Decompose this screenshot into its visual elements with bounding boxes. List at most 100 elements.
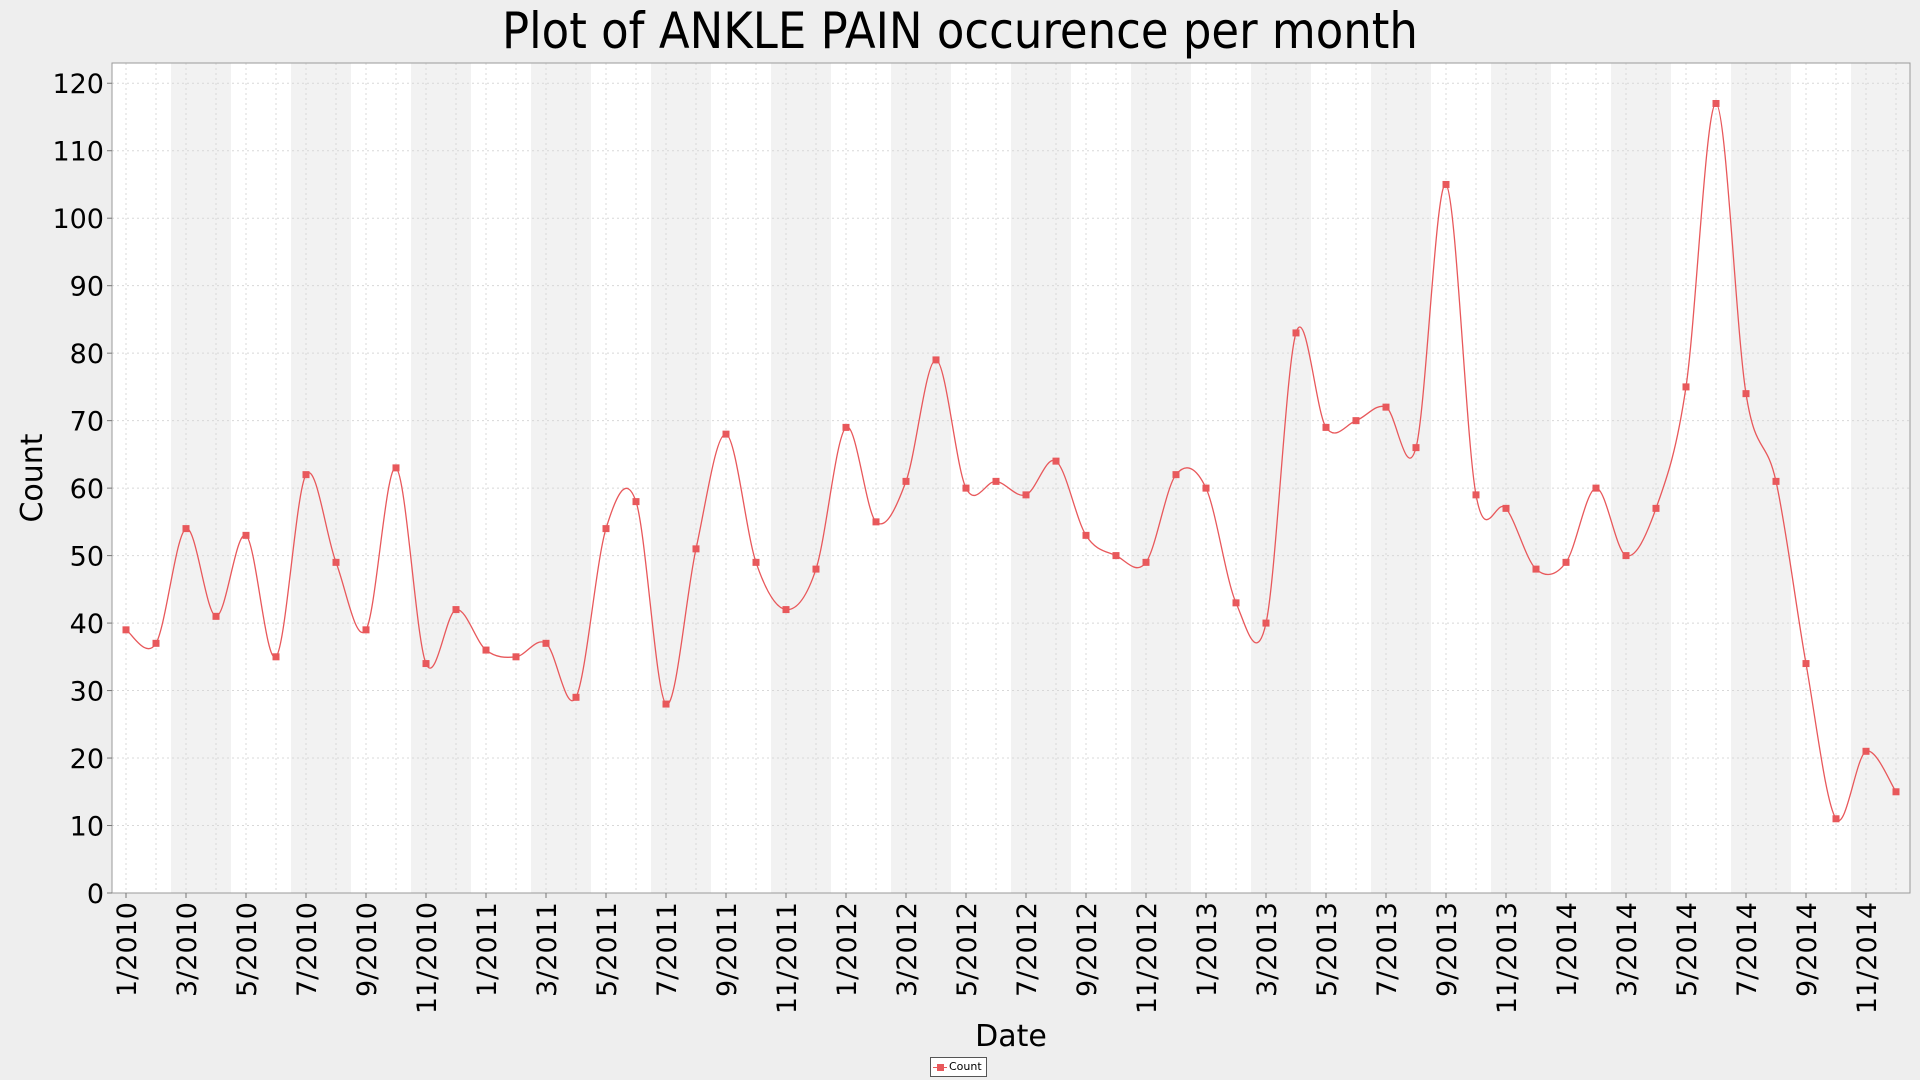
x-tick-label: 11/2011 bbox=[772, 902, 803, 1014]
data-point bbox=[752, 558, 760, 566]
month-bands bbox=[112, 63, 1910, 893]
data-point bbox=[422, 660, 430, 668]
series-markers bbox=[122, 99, 1900, 823]
data-point bbox=[1202, 484, 1210, 492]
x-axis-label: Date bbox=[975, 1019, 1047, 1054]
y-tick-label: 40 bbox=[70, 609, 104, 640]
data-point bbox=[182, 525, 190, 533]
data-point bbox=[302, 471, 310, 479]
month-band bbox=[1551, 63, 1611, 893]
data-point bbox=[692, 545, 700, 553]
data-point bbox=[1322, 423, 1330, 431]
data-point bbox=[1172, 471, 1180, 479]
month-band bbox=[651, 63, 711, 893]
data-point bbox=[812, 565, 820, 573]
data-point bbox=[1262, 619, 1270, 627]
month-band bbox=[1011, 63, 1071, 893]
data-point bbox=[1082, 531, 1090, 539]
month-band bbox=[291, 63, 351, 893]
x-tick-label: 11/2010 bbox=[412, 902, 443, 1014]
data-point bbox=[932, 356, 940, 364]
legend-swatch-icon bbox=[933, 1058, 947, 1076]
month-band bbox=[1731, 63, 1791, 893]
x-axis: 1/2010 3/2010 5/2010 7/2010 9/2010 11/2010 1/2… bbox=[112, 893, 1883, 1014]
x-tick-label: 9/2011 bbox=[712, 902, 743, 997]
month-band bbox=[771, 63, 831, 893]
month-band bbox=[1611, 63, 1671, 893]
x-tick-label: 3/2011 bbox=[532, 902, 563, 997]
data-point bbox=[1412, 444, 1420, 452]
data-point bbox=[662, 700, 670, 708]
x-tick-label: 5/2013 bbox=[1312, 902, 1343, 997]
month-band bbox=[1311, 63, 1371, 893]
month-band bbox=[591, 63, 651, 893]
data-point bbox=[1622, 552, 1630, 560]
data-point bbox=[872, 518, 880, 526]
x-tick-label: 11/2014 bbox=[1852, 902, 1883, 1014]
gridlines bbox=[112, 63, 1910, 894]
month-band bbox=[351, 63, 411, 893]
data-point bbox=[452, 606, 460, 614]
month-band bbox=[1071, 63, 1131, 893]
data-point bbox=[1112, 552, 1120, 560]
x-tick-label: 1/2011 bbox=[472, 902, 503, 997]
y-tick-label: 100 bbox=[52, 204, 104, 235]
data-point bbox=[1382, 403, 1390, 411]
y-tick-label: 80 bbox=[70, 339, 104, 370]
data-point bbox=[1022, 491, 1030, 499]
month-band bbox=[1851, 63, 1910, 893]
y-axis-label: Count bbox=[15, 433, 50, 522]
data-point bbox=[1442, 180, 1450, 188]
data-point bbox=[602, 525, 610, 533]
month-band bbox=[531, 63, 591, 893]
data-point bbox=[1802, 660, 1810, 668]
data-point bbox=[1892, 788, 1900, 796]
x-tick-label: 7/2010 bbox=[292, 902, 323, 997]
month-band bbox=[711, 63, 771, 893]
x-tick-label: 3/2014 bbox=[1612, 902, 1643, 997]
x-tick-label: 5/2010 bbox=[232, 902, 263, 997]
data-point bbox=[1592, 484, 1600, 492]
y-tick-label: 60 bbox=[70, 474, 104, 505]
x-tick-label: 5/2011 bbox=[592, 902, 623, 997]
data-point bbox=[212, 612, 220, 620]
data-point bbox=[272, 653, 280, 661]
y-axis: 0 10 20 30 40 50 60 70 80 90 100 110 120 bbox=[52, 69, 112, 910]
month-band bbox=[1791, 63, 1851, 893]
month-band bbox=[891, 63, 951, 893]
x-tick-label: 1/2013 bbox=[1192, 902, 1223, 997]
data-point bbox=[782, 606, 790, 614]
x-tick-label: 11/2013 bbox=[1492, 902, 1523, 1014]
month-band bbox=[1371, 63, 1431, 893]
x-tick-label: 3/2012 bbox=[892, 902, 923, 997]
data-point bbox=[1232, 599, 1240, 607]
x-tick-label: 5/2012 bbox=[952, 902, 983, 997]
x-tick-label: 7/2013 bbox=[1372, 902, 1403, 997]
y-tick-label: 50 bbox=[70, 542, 104, 573]
y-tick-label: 120 bbox=[52, 69, 104, 100]
data-point bbox=[512, 653, 520, 661]
data-point bbox=[242, 531, 250, 539]
x-tick-label: 3/2010 bbox=[172, 902, 203, 997]
month-band bbox=[471, 63, 531, 893]
month-band bbox=[1671, 63, 1731, 893]
x-tick-label: 9/2010 bbox=[352, 902, 383, 997]
data-point bbox=[842, 423, 850, 431]
month-band bbox=[951, 63, 1011, 893]
data-point bbox=[1562, 558, 1570, 566]
x-tick-label: 3/2013 bbox=[1252, 902, 1283, 997]
data-point bbox=[1352, 417, 1360, 425]
data-point bbox=[152, 639, 160, 647]
data-point bbox=[1472, 491, 1480, 499]
y-tick-label: 0 bbox=[87, 879, 104, 910]
month-band bbox=[831, 63, 891, 893]
y-tick-label: 110 bbox=[52, 137, 104, 168]
x-tick-label: 9/2014 bbox=[1792, 902, 1823, 997]
chart-title: Plot of ANKLE PAIN occurence per month bbox=[502, 2, 1418, 60]
x-tick-label: 5/2014 bbox=[1672, 902, 1703, 997]
y-tick-label: 20 bbox=[70, 744, 104, 775]
x-tick-label: 1/2010 bbox=[112, 902, 143, 997]
x-tick-label: 7/2014 bbox=[1732, 902, 1763, 997]
month-band bbox=[1131, 63, 1191, 893]
legend: Count bbox=[930, 1057, 987, 1077]
